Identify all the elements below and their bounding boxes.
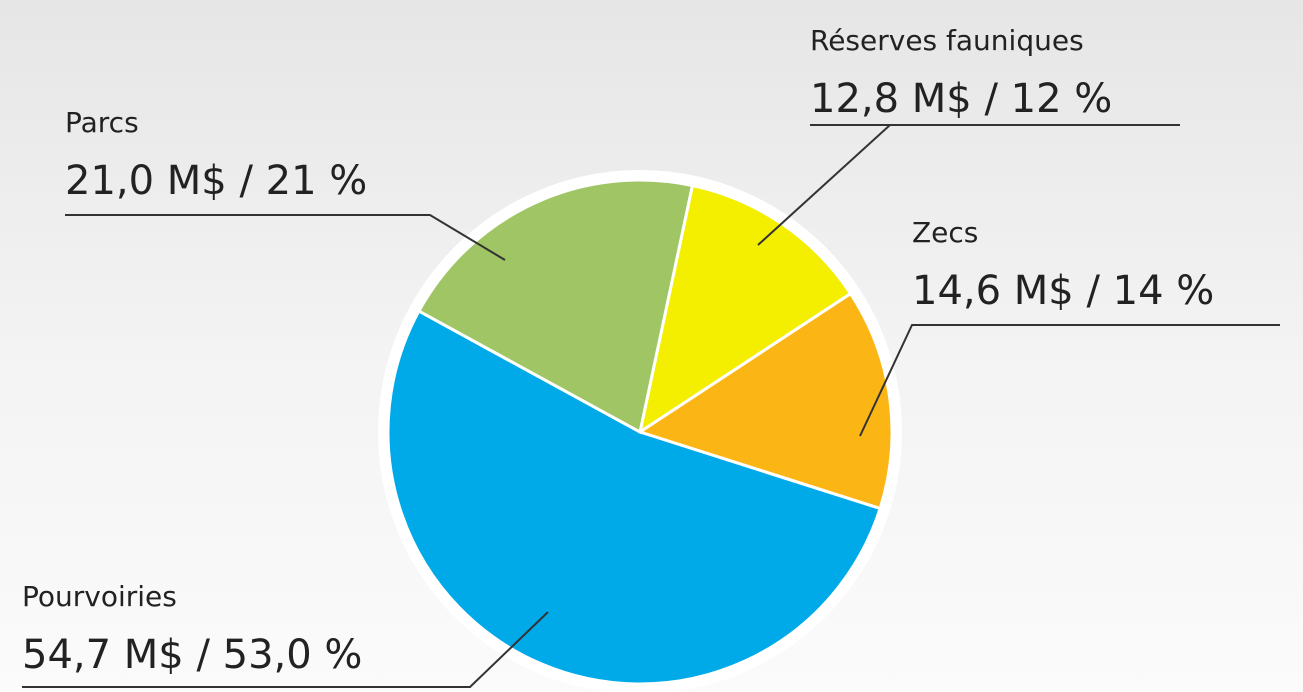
value-label: 12,8 M$ / 12 %: [810, 76, 1112, 122]
pie-slice: [416, 178, 695, 435]
leader-line: [22, 611, 549, 688]
category-label: Parcs: [65, 106, 139, 139]
leader-line: [757, 124, 1180, 246]
category-label: Réserves fauniques: [810, 24, 1084, 57]
value-label: 21,0 M$ / 21 %: [65, 158, 367, 204]
category-label: Pourvoiries: [22, 580, 177, 613]
pie-slice: [636, 291, 894, 511]
leader-line: [65, 214, 506, 261]
category-label: Zecs: [912, 216, 978, 249]
leader-line: [859, 324, 1280, 437]
value-label: 54,7 M$ / 53,0 %: [22, 632, 362, 678]
value-label: 14,6 M$ / 14 %: [912, 268, 1214, 314]
labels: Réserves fauniques 12,8 M$ / 12 % Zecs 14,6…: [22, 24, 1214, 678]
pie-slice: [386, 309, 882, 686]
leader-lines: [22, 124, 1280, 688]
slices: [386, 178, 894, 686]
